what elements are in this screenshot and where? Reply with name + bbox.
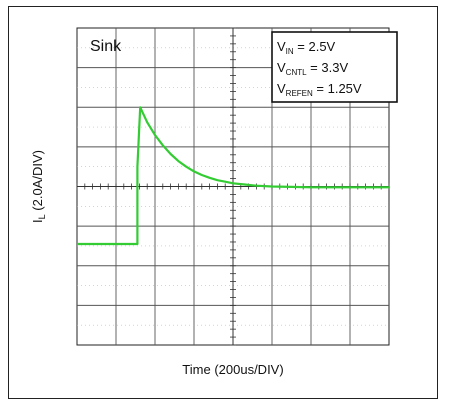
condition-label: VREFEN = 1.25V	[277, 81, 362, 98]
series-line-0	[77, 106, 389, 246]
chart-frame: Sink VIN = 2.5V VCNTL = 3.3V VREFEN = 1.25V…	[8, 6, 438, 399]
condition-label: VCNTL = 3.3V	[277, 60, 348, 77]
x-axis-label: Time (200us/DIV)	[182, 362, 283, 377]
conditions-box	[271, 31, 398, 103]
scope-chart: Sink VIN = 2.5V VCNTL = 3.3V VREFEN = 1.25V…	[30, 27, 398, 377]
chart-title: Sink	[90, 38, 122, 55]
y-axis-label: IL (2.0A/DIV)	[30, 150, 47, 223]
condition-label: VIN = 2.5V	[277, 39, 336, 56]
